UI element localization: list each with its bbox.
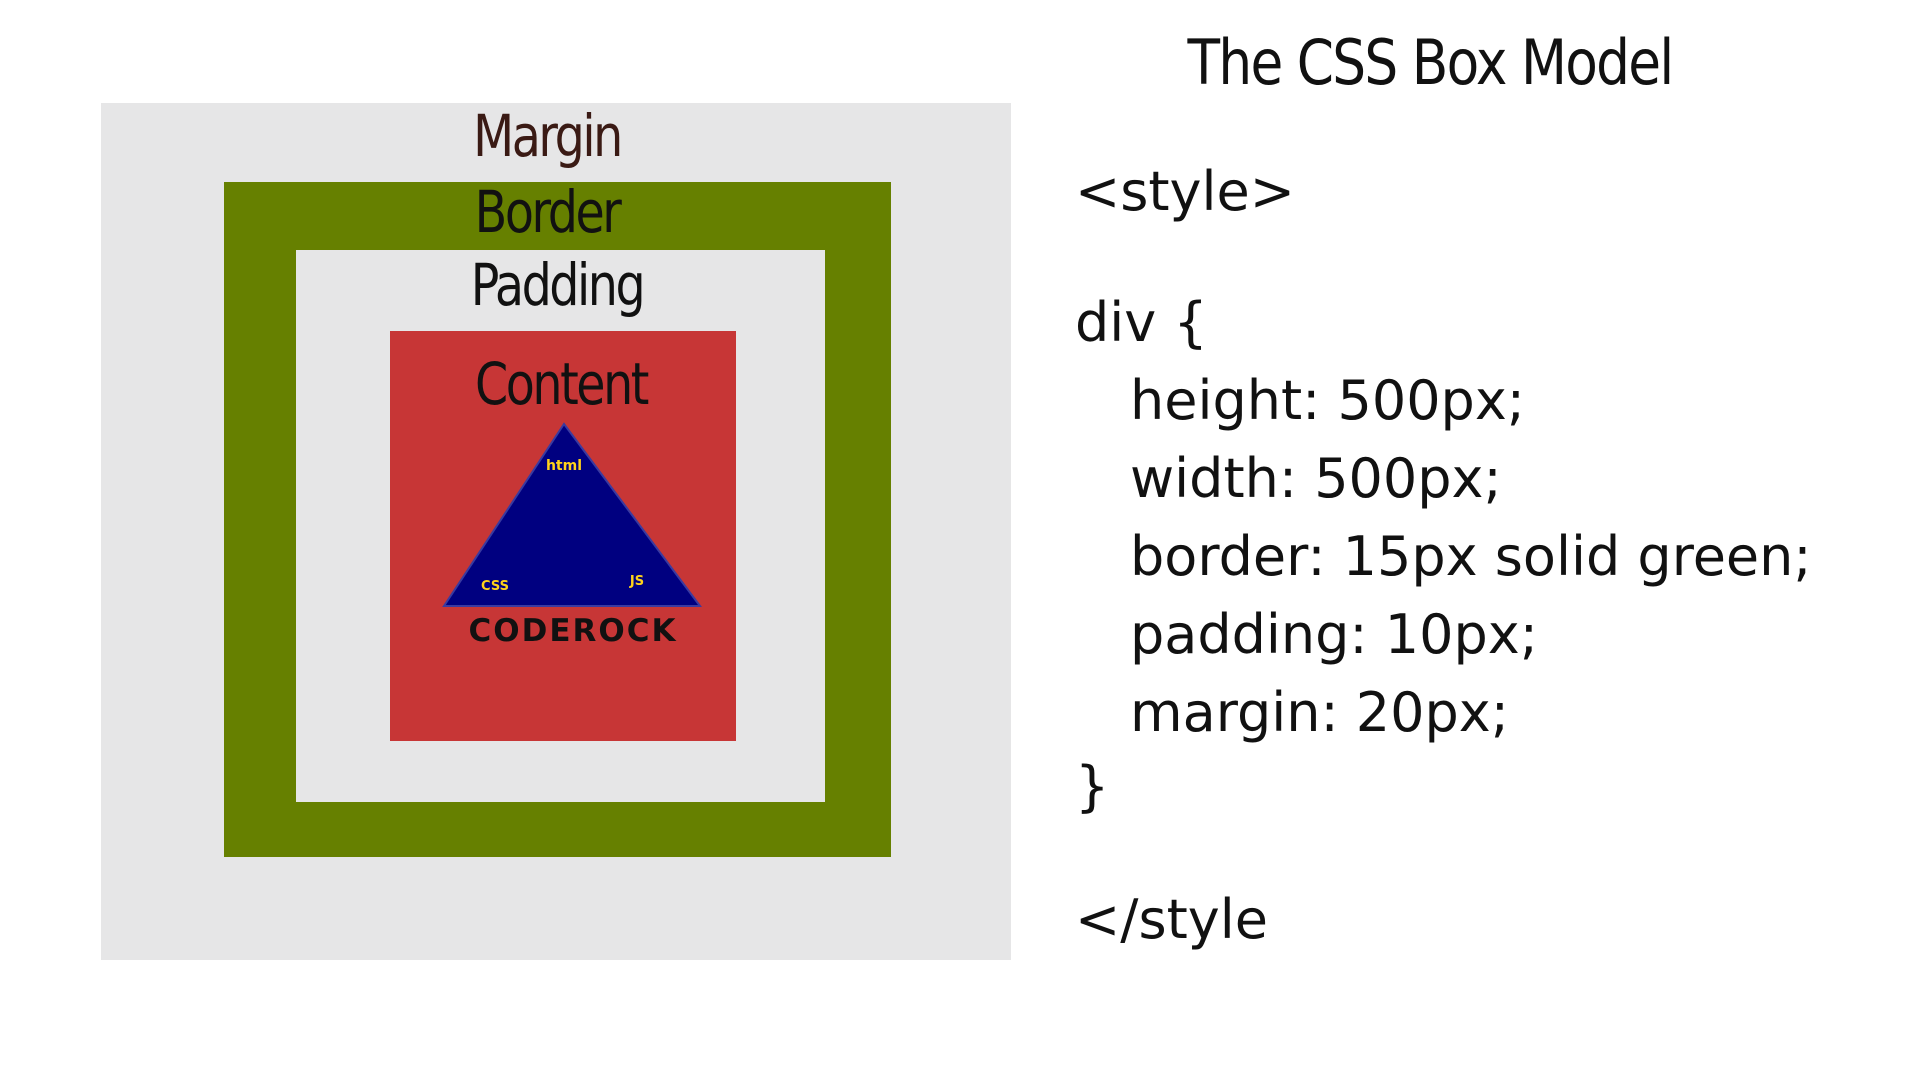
code-line-height: height: 500px;	[1130, 369, 1525, 432]
padding-label: Padding	[470, 251, 646, 319]
logo-html-text: html	[546, 458, 582, 474]
code-selector: div {	[1075, 291, 1208, 354]
code-close-brace: }	[1075, 755, 1110, 818]
logo-css-text: CSS	[481, 579, 509, 594]
logo-brand-text: CODEROCK	[468, 613, 677, 649]
code-open-tag: <style>	[1075, 160, 1295, 223]
code-line-width: width: 500px;	[1130, 447, 1502, 510]
margin-label: Margin	[473, 102, 623, 170]
content-label: Content	[475, 350, 649, 418]
logo-js-text: JS	[629, 574, 644, 589]
code-line-border: border: 15px solid green;	[1130, 525, 1812, 588]
code-line-margin: margin: 20px;	[1130, 681, 1509, 744]
logo-triangle	[442, 422, 702, 607]
slide-title: The CSS Box Model	[1187, 26, 1675, 99]
coderock-logo: html CSS JS CODEROCK	[442, 422, 702, 649]
code-line-padding: padding: 10px;	[1130, 603, 1538, 666]
border-label: Border	[474, 178, 622, 246]
code-close-tag: </style	[1075, 888, 1268, 951]
